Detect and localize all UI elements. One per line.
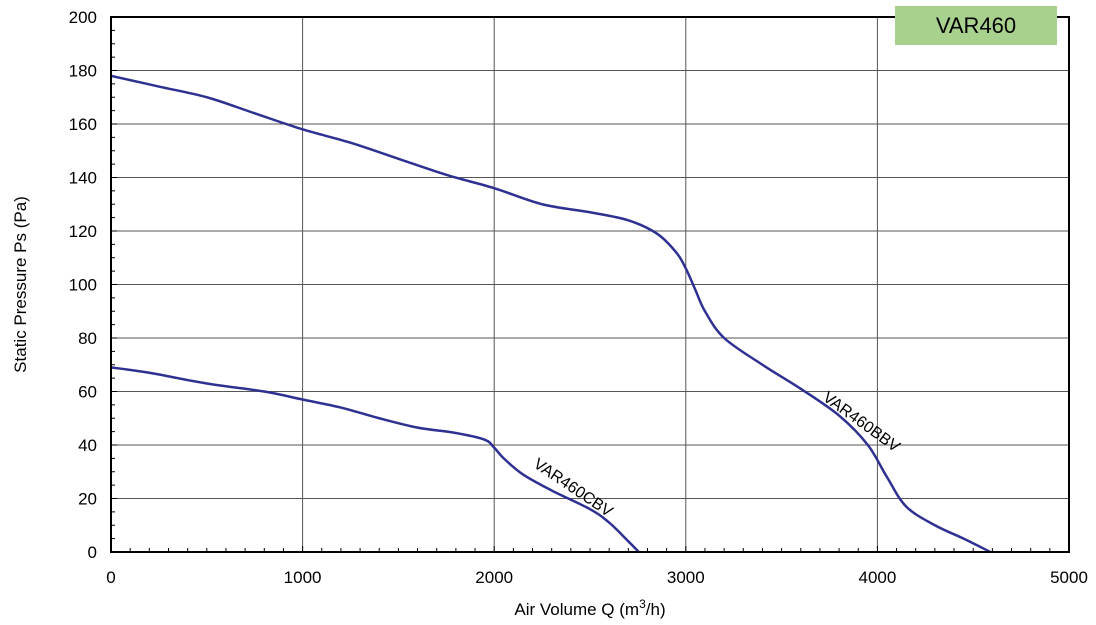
y-tick-label: 120: [69, 222, 97, 241]
series-line-var460cbv: [110, 366, 640, 553]
x-tick-label: 0: [106, 568, 115, 587]
x-tick-label: 5000: [1050, 568, 1088, 587]
x-tick-label: 3000: [667, 568, 705, 587]
y-tick-label: 80: [78, 329, 97, 348]
y-axis-title: Static Pressure Ps (Pa): [11, 196, 30, 373]
x-axis-ticks: 0 1000 2000 3000 4000 5000: [106, 546, 1088, 587]
y-tick-label: 160: [69, 115, 97, 134]
curve-labels: VAR460BBV VAR460CBV: [530, 389, 903, 521]
y-axis-ticks: 0 20 40 60 80 100 120 140 160 180 200: [69, 8, 117, 562]
x-tick-label: 2000: [475, 568, 513, 587]
y-tick-label: 40: [78, 436, 97, 455]
chart-title-badge: VAR460: [895, 6, 1057, 45]
y-tick-label: 100: [69, 276, 97, 295]
y-tick-label: 180: [69, 62, 97, 81]
curves: [110, 74, 992, 554]
y-tick-label: 20: [78, 490, 97, 509]
y-tick-label: 200: [69, 8, 97, 27]
y-tick-label: 0: [88, 543, 97, 562]
y-tick-label: 60: [78, 383, 97, 402]
x-tick-label: 1000: [284, 568, 322, 587]
x-tick-label: 4000: [858, 568, 896, 587]
grid: [110, 16, 1070, 553]
series-label-var460bbv: VAR460BBV: [819, 389, 902, 456]
series-label-var460cbv: VAR460CBV: [530, 456, 615, 521]
plot-frame: [110, 16, 1070, 553]
x-axis-title: Air Volume Q (m3/h): [514, 597, 665, 619]
series-line-var460bbv: [110, 74, 992, 554]
y-tick-label: 140: [69, 169, 97, 188]
